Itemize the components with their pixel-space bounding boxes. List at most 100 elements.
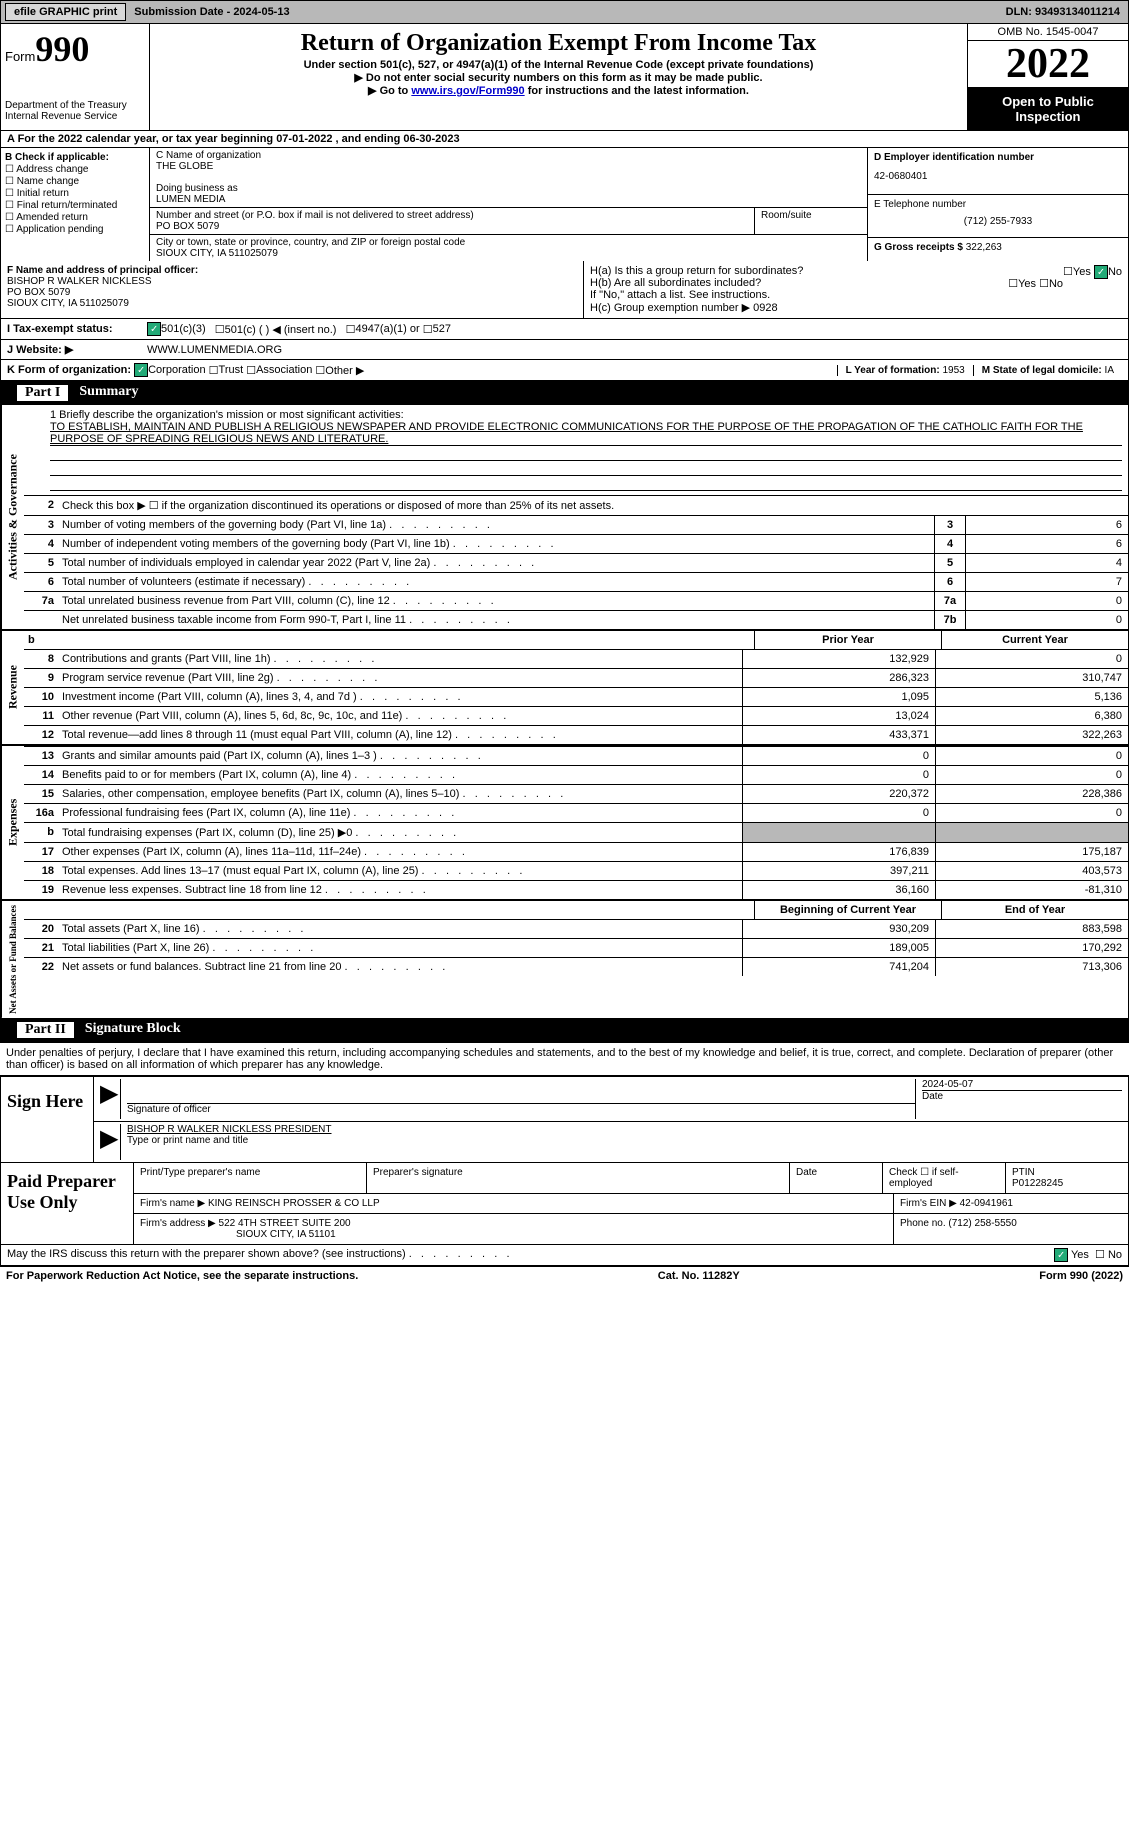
submission-date: Submission Date - 2024-05-13 bbox=[134, 6, 289, 18]
line-b: b bbox=[24, 631, 58, 649]
discuss-no[interactable]: No bbox=[1108, 1249, 1122, 1261]
col-d-e: D Employer identification number 42-0680… bbox=[867, 148, 1128, 261]
col-end-year: End of Year bbox=[941, 901, 1128, 919]
row-j: J Website: ▶ WWW.LUMENMEDIA.ORG bbox=[0, 340, 1129, 360]
form-title: Return of Organization Exempt From Incom… bbox=[154, 30, 963, 57]
summary-line-3: 3Number of voting members of the governi… bbox=[24, 515, 1128, 534]
opt-527[interactable]: 527 bbox=[433, 323, 451, 335]
chk-corporation[interactable]: ✓ bbox=[134, 363, 148, 377]
efile-print-button[interactable]: efile GRAPHIC print bbox=[5, 3, 126, 21]
hb-yes[interactable]: Yes bbox=[1018, 278, 1036, 290]
hb-no[interactable]: No bbox=[1049, 278, 1063, 290]
ha-label: H(a) Is this a group return for subordin… bbox=[590, 265, 803, 277]
org-name-label: C Name of organization bbox=[156, 150, 861, 161]
prep-sig-label: Preparer's signature bbox=[367, 1163, 790, 1193]
mission-block: 1 Briefly describe the organization's mi… bbox=[24, 405, 1128, 495]
netassets-section: Net Assets or Fund Balances Beginning of… bbox=[0, 899, 1129, 1018]
name-cell: BISHOP R WALKER NICKLESS PRESIDENT Type … bbox=[120, 1124, 1122, 1160]
k-label: K Form of organization: bbox=[7, 364, 131, 376]
revenue-line-9: 9Program service revenue (Part VIII, lin… bbox=[24, 668, 1128, 687]
expense-line-15: 15Salaries, other compensation, employee… bbox=[24, 784, 1128, 803]
expense-line-19: 19Revenue less expenses. Subtract line 1… bbox=[24, 880, 1128, 899]
h-a: H(a) Is this a group return for subordin… bbox=[590, 265, 1122, 277]
gross-cell: G Gross receipts $ 322,263 bbox=[868, 238, 1128, 257]
firm-name: Firm's name ▶ KING REINSCH PROSSER & CO … bbox=[134, 1194, 894, 1213]
opt-assoc[interactable]: Association bbox=[256, 364, 312, 376]
header-left: Form990 Department of the Treasury Inter… bbox=[1, 24, 150, 130]
summary-line-5: 5Total number of individuals employed in… bbox=[24, 553, 1128, 572]
opt-501c[interactable]: 501(c) ( ) ◀ (insert no.) bbox=[225, 323, 337, 336]
org-name-cell: C Name of organization THE GLOBE Doing b… bbox=[150, 148, 867, 208]
firm-address: Firm's address ▶ 522 4TH STREET SUITE 20… bbox=[134, 1214, 894, 1244]
opt-other[interactable]: Other ▶ bbox=[325, 364, 364, 377]
chk-application-pending[interactable]: ☐ Application pending bbox=[5, 224, 145, 235]
line-2-desc: Check this box ▶ ☐ if the organization d… bbox=[58, 496, 1128, 515]
principal-officer: F Name and address of principal officer:… bbox=[1, 261, 584, 318]
paperwork-notice: For Paperwork Reduction Act Notice, see … bbox=[6, 1270, 358, 1282]
i-label: I Tax-exempt status: bbox=[7, 323, 147, 335]
chk-501c3[interactable]: ✓ bbox=[147, 322, 161, 336]
irs-link[interactable]: www.irs.gov/Form990 bbox=[411, 85, 524, 97]
summary-line-4: 4Number of independent voting members of… bbox=[24, 534, 1128, 553]
prep-self-employed[interactable]: Check ☐ if self-employed bbox=[883, 1163, 1006, 1193]
org-name: THE GLOBE bbox=[156, 161, 861, 172]
mission-blank1 bbox=[50, 446, 1122, 461]
form-number: Form990 bbox=[5, 28, 145, 70]
street-cell: Number and street (or P.O. box if mail i… bbox=[150, 208, 755, 234]
row-f-h: F Name and address of principal officer:… bbox=[0, 261, 1129, 319]
signature-cell: Signature of officer bbox=[120, 1079, 915, 1119]
gross-label: G Gross receipts $ bbox=[874, 242, 963, 253]
chk-final-return[interactable]: ☐ Final return/terminated bbox=[5, 200, 145, 211]
line-2: 2 Check this box ▶ ☐ if the organization… bbox=[24, 495, 1128, 515]
chk-name-change[interactable]: ☐ Name change bbox=[5, 176, 145, 187]
officer-addr2: SIOUX CITY, IA 511025079 bbox=[7, 298, 129, 309]
mission-text: TO ESTABLISH, MAINTAIN AND PUBLISH A REL… bbox=[50, 421, 1122, 446]
opt-trust[interactable]: Trust bbox=[219, 364, 244, 376]
expense-line-b: bTotal fundraising expenses (Part IX, co… bbox=[24, 822, 1128, 842]
note2-post: for instructions and the latest informat… bbox=[525, 85, 749, 97]
ha-no-check[interactable]: ✓ bbox=[1094, 265, 1108, 279]
open-to-public: Open to Public Inspection bbox=[968, 88, 1128, 130]
street: PO BOX 5079 bbox=[156, 221, 748, 232]
expense-line-17: 17Other expenses (Part IX, column (A), l… bbox=[24, 842, 1128, 861]
part-ii-title: Signature Block bbox=[85, 1021, 181, 1039]
sig-date: 2024-05-07 bbox=[922, 1079, 1122, 1090]
gross-receipts: 322,263 bbox=[966, 242, 1002, 253]
perjury-statement: Under penalties of perjury, I declare th… bbox=[0, 1042, 1129, 1075]
cat-no: Cat. No. 11282Y bbox=[658, 1270, 740, 1282]
form-header: Form990 Department of the Treasury Inter… bbox=[0, 24, 1129, 131]
hb-note: If "No," attach a list. See instructions… bbox=[590, 289, 1122, 301]
revenue-line-12: 12Total revenue—add lines 8 through 11 (… bbox=[24, 725, 1128, 744]
tax-year: 2022 bbox=[968, 41, 1128, 88]
h-c: H(c) Group exemption number ▶ 0928 bbox=[590, 301, 1122, 314]
sign-here-block: Sign Here ▶ Signature of officer 2024-05… bbox=[0, 1075, 1129, 1163]
chk-initial-return[interactable]: ☐ Initial return bbox=[5, 188, 145, 199]
form-subtitle: Under section 501(c), 527, or 4947(a)(1)… bbox=[154, 59, 963, 71]
col-b-label: B Check if applicable: bbox=[5, 152, 145, 163]
discuss-yes-check[interactable]: ✓ bbox=[1054, 1248, 1068, 1262]
ha-yes[interactable]: Yes bbox=[1073, 266, 1091, 278]
f-label: F Name and address of principal officer: bbox=[7, 265, 198, 276]
vtab-expenses: Expenses bbox=[1, 746, 24, 899]
ha-no: No bbox=[1108, 266, 1122, 278]
part-ii-header: Part II Signature Block bbox=[0, 1018, 1129, 1042]
netasset-line-20: 20Total assets (Part X, line 16)930,2098… bbox=[24, 919, 1128, 938]
col-prior-year: Prior Year bbox=[754, 631, 941, 649]
opt-4947[interactable]: 4947(a)(1) or bbox=[355, 323, 419, 335]
expense-line-18: 18Total expenses. Add lines 13–17 (must … bbox=[24, 861, 1128, 880]
row-k: K Form of organization: ✓ Corporation ☐ … bbox=[0, 360, 1129, 381]
vtab-revenue: Revenue bbox=[1, 631, 24, 744]
top-bar: efile GRAPHIC print Submission Date - 20… bbox=[0, 0, 1129, 24]
j-label: J Website: ▶ bbox=[7, 343, 147, 356]
dept-treasury: Department of the Treasury Internal Reve… bbox=[5, 100, 145, 122]
summary-line-7b: Net unrelated business taxable income fr… bbox=[24, 610, 1128, 629]
discuss-with-preparer: May the IRS discuss this return with the… bbox=[0, 1245, 1129, 1266]
expense-line-13: 13Grants and similar amounts paid (Part … bbox=[24, 746, 1128, 765]
paid-preparer-label: Paid Preparer Use Only bbox=[1, 1163, 134, 1244]
part-ii-label: Part II bbox=[16, 1021, 75, 1039]
expense-line-16a: 16aProfessional fundraising fees (Part I… bbox=[24, 803, 1128, 822]
expense-line-14: 14Benefits paid to or for members (Part … bbox=[24, 765, 1128, 784]
chk-address-change[interactable]: ☐ Address change bbox=[5, 164, 145, 175]
website: WWW.LUMENMEDIA.ORG bbox=[147, 344, 282, 356]
chk-amended[interactable]: ☐ Amended return bbox=[5, 212, 145, 223]
